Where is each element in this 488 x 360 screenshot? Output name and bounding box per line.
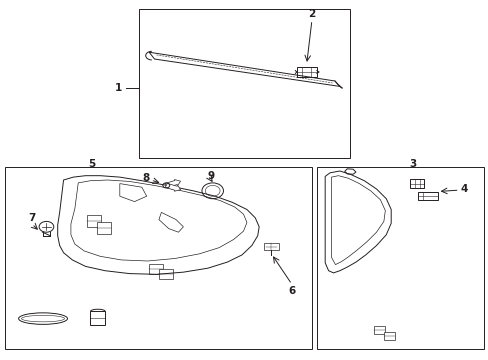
Bar: [90, 311, 105, 325]
Bar: [5, 167, 311, 349]
Text: 1: 1: [115, 83, 122, 93]
Text: 7: 7: [28, 213, 36, 223]
Bar: [409, 179, 424, 188]
Text: 5: 5: [88, 159, 95, 169]
FancyArrow shape: [165, 180, 180, 188]
Bar: [373, 326, 384, 334]
Text: 8: 8: [142, 173, 149, 183]
Bar: [97, 222, 110, 234]
Text: 6: 6: [288, 285, 295, 296]
Bar: [139, 9, 349, 158]
Bar: [149, 264, 163, 274]
Text: 4: 4: [460, 184, 468, 194]
Bar: [383, 332, 394, 340]
Bar: [316, 167, 483, 349]
Bar: [296, 67, 316, 77]
Text: 3: 3: [409, 159, 416, 169]
Bar: [263, 243, 279, 250]
FancyArrow shape: [165, 183, 180, 191]
Text: 9: 9: [207, 171, 214, 181]
Text: 2: 2: [308, 9, 315, 19]
Bar: [87, 215, 101, 227]
Bar: [417, 192, 437, 200]
Bar: [159, 269, 172, 279]
